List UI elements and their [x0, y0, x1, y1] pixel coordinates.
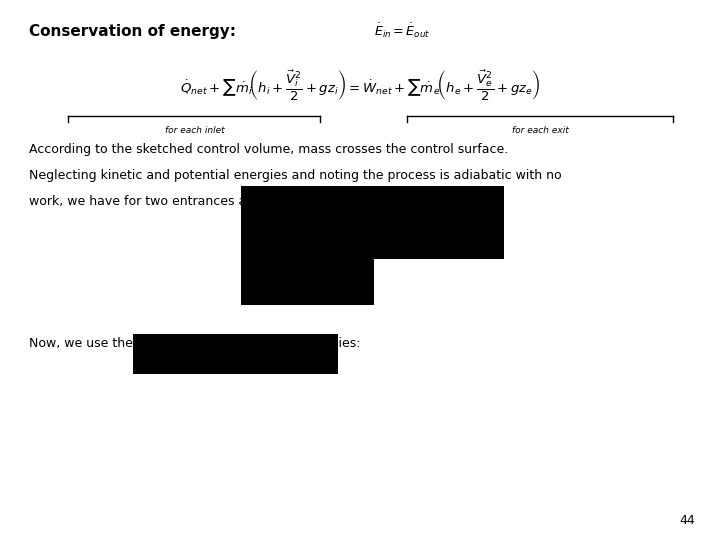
Text: $\dot{E}_{in} = \dot{E}_{out}$: $\dot{E}_{in} = \dot{E}_{out}$: [374, 22, 431, 40]
Text: for each exit: for each exit: [512, 126, 568, 135]
Text: Neglecting kinetic and potential energies and noting the process is adiabatic wi: Neglecting kinetic and potential energie…: [29, 169, 562, 182]
Text: Now, we use the steam tables to find the enthalpies:: Now, we use the steam tables to find the…: [29, 338, 360, 350]
Text: $\dot{Q}_{net} + \sum \dot{m}_i\!\left(h_i + \dfrac{\vec{V}_i^2}{2} + gz_i\right: $\dot{Q}_{net} + \sum \dot{m}_i\!\left(h…: [180, 68, 540, 102]
Bar: [241, 259, 374, 305]
Text: 44: 44: [679, 514, 695, 526]
Text: for each inlet: for each inlet: [165, 126, 224, 135]
Text: work, we have for two entrances and one exit: work, we have for two entrances and one …: [29, 195, 316, 208]
Text: Conservation of energy:: Conservation of energy:: [29, 24, 236, 39]
Text: According to the sketched control volume, mass crosses the control surface.: According to the sketched control volume…: [29, 143, 508, 156]
Bar: [241, 186, 504, 259]
Bar: [133, 334, 338, 374]
